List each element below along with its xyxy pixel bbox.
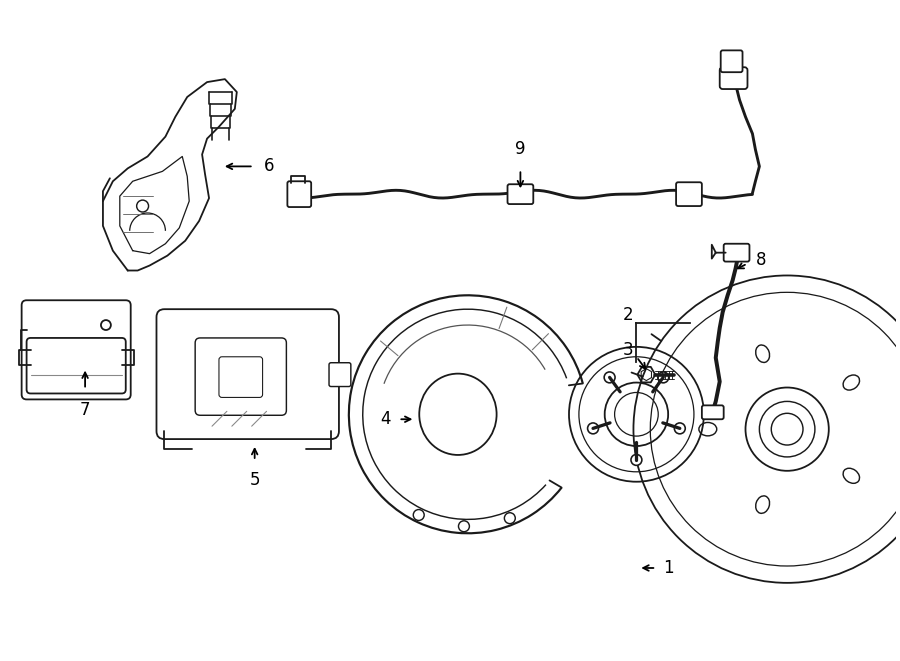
Text: 5: 5 xyxy=(249,471,260,489)
Text: 4: 4 xyxy=(380,410,391,428)
FancyBboxPatch shape xyxy=(329,363,351,387)
Text: 9: 9 xyxy=(515,140,526,159)
Circle shape xyxy=(588,423,598,434)
FancyBboxPatch shape xyxy=(287,181,311,207)
FancyBboxPatch shape xyxy=(22,300,130,399)
FancyBboxPatch shape xyxy=(27,338,126,393)
FancyBboxPatch shape xyxy=(157,309,339,439)
FancyBboxPatch shape xyxy=(724,244,750,262)
Text: 3: 3 xyxy=(623,341,634,359)
Circle shape xyxy=(631,455,642,465)
FancyBboxPatch shape xyxy=(720,67,748,89)
Text: 6: 6 xyxy=(264,157,274,175)
FancyBboxPatch shape xyxy=(676,182,702,206)
Text: 7: 7 xyxy=(80,401,90,419)
FancyBboxPatch shape xyxy=(721,50,742,72)
Text: 8: 8 xyxy=(755,251,766,268)
Circle shape xyxy=(658,372,669,383)
Circle shape xyxy=(604,372,615,383)
Text: 1: 1 xyxy=(663,559,674,577)
FancyBboxPatch shape xyxy=(508,184,534,204)
FancyBboxPatch shape xyxy=(702,405,724,419)
Circle shape xyxy=(674,423,685,434)
Text: 2: 2 xyxy=(623,306,634,324)
